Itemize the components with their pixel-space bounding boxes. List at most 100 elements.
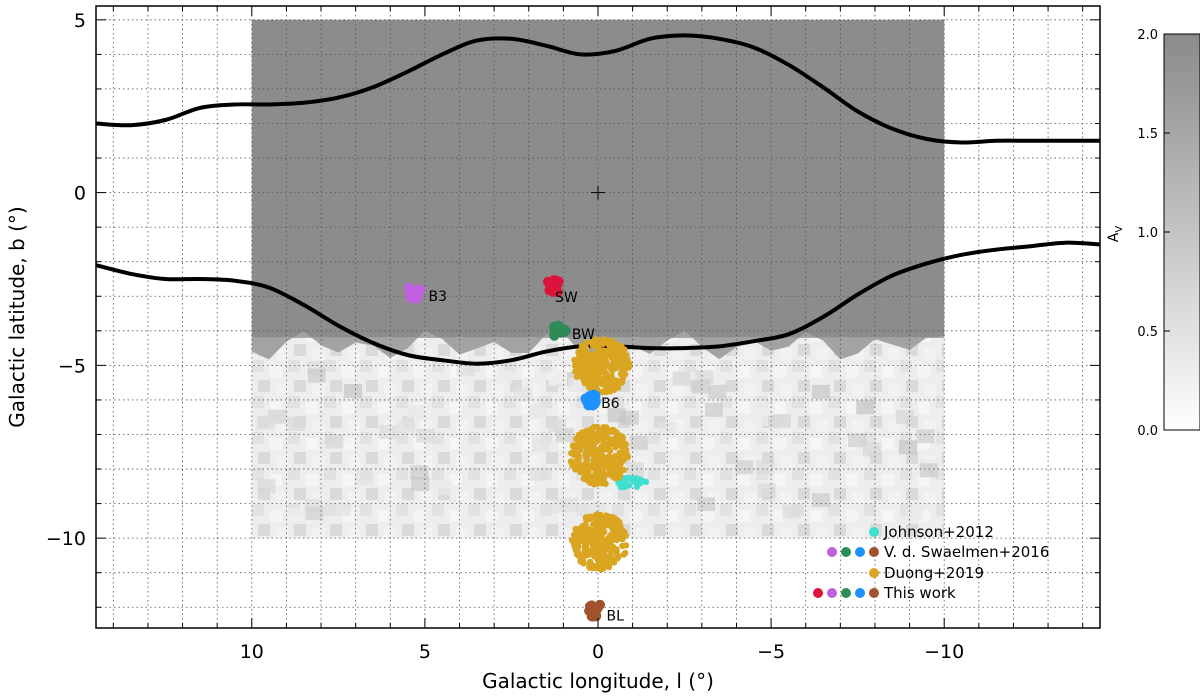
- data-point: [611, 534, 619, 542]
- extinction-map-patch: [561, 512, 579, 527]
- data-point: [613, 432, 621, 439]
- data-point: [594, 377, 601, 384]
- data-point: [606, 454, 613, 462]
- data-point: [602, 561, 609, 568]
- data-point: [587, 513, 595, 520]
- extinction-map-patch: [514, 387, 533, 402]
- data-point: [582, 514, 590, 521]
- extinction-map-patch: [704, 402, 723, 417]
- data-point: [582, 364, 589, 371]
- extinction-map-patch: [494, 370, 513, 385]
- extinction-map-patch: [672, 371, 691, 386]
- extinction-map-patch: [416, 428, 435, 443]
- field-point: [583, 400, 594, 411]
- data-point: [599, 381, 606, 388]
- data-point: [628, 475, 635, 482]
- data-point: [588, 425, 595, 433]
- extinction-map-patch: [607, 408, 626, 423]
- extinction-map-patch: [750, 411, 769, 426]
- data-point: [610, 544, 617, 551]
- field-labels: B3 SW BW B6 BL: [429, 289, 625, 625]
- data-point: [594, 339, 602, 346]
- colorbar-label: AV: [1106, 226, 1125, 243]
- legend-marker: [841, 547, 851, 557]
- legend-marker: [855, 547, 865, 557]
- extinction-map-patch: [257, 479, 276, 494]
- field-point: [588, 609, 599, 620]
- extinction-map-patch: [896, 409, 914, 424]
- data-point: [569, 462, 576, 469]
- x-axis-title: Galactic longitude, l (°): [482, 669, 714, 693]
- data-point: [605, 338, 612, 346]
- data-point: [603, 424, 610, 431]
- extinction-map-patch: [782, 504, 801, 519]
- field-label-bw: BW: [572, 327, 595, 343]
- extinction-map-patch: [862, 442, 881, 457]
- data-point: [610, 383, 617, 390]
- colorbar-label-sub: V: [1114, 226, 1125, 233]
- legend-marker: [869, 588, 879, 598]
- x-tick-label: 5: [419, 641, 431, 663]
- data-point: [623, 352, 630, 359]
- x-tick-label: 10: [240, 641, 264, 663]
- data-point: [582, 451, 589, 459]
- data-point: [598, 517, 605, 524]
- legend-marker: [869, 527, 879, 537]
- data-point: [591, 454, 599, 461]
- data-point: [610, 427, 617, 434]
- extinction-map-patch: [548, 418, 567, 433]
- field-label-bl: BL: [607, 609, 625, 625]
- extinction-map-patch: [410, 465, 429, 480]
- extinction-map-patch: [456, 362, 475, 377]
- field-label-b6: B6: [601, 396, 620, 412]
- extinction-map-patch: [755, 460, 774, 475]
- data-point: [570, 443, 577, 450]
- extinction-map-patch: [626, 462, 644, 477]
- data-point: [589, 342, 597, 349]
- data-point: [622, 440, 629, 447]
- data-point: [618, 379, 625, 386]
- extinction-map-patch: [256, 415, 275, 430]
- data-point: [620, 361, 627, 368]
- data-point: [578, 524, 585, 531]
- legend-entry-label: Johnson+2012: [883, 523, 994, 541]
- y-tick-label: 5: [74, 10, 86, 32]
- extinction-map-patch: [898, 440, 917, 455]
- data-point: [580, 475, 587, 482]
- colorbar-tick-label: 0.5: [1137, 325, 1158, 340]
- data-point: [571, 362, 579, 369]
- extinction-map-patch: [379, 425, 398, 439]
- data-point: [615, 553, 622, 560]
- legend-marker: [827, 547, 837, 557]
- extinction-map-patch: [434, 480, 453, 495]
- data-point: [607, 558, 614, 565]
- data-point: [615, 456, 623, 464]
- extinction-map-patch: [708, 384, 727, 399]
- data-point: [609, 473, 617, 480]
- extinction-map-patch: [629, 435, 648, 450]
- data-point: [583, 552, 590, 559]
- data-point: [605, 538, 613, 546]
- data-point: [573, 545, 580, 552]
- extinction-map-patch: [411, 476, 430, 491]
- data-point: [618, 533, 625, 540]
- legend-marker: [841, 588, 851, 598]
- data-point: [635, 477, 642, 485]
- data-point: [592, 352, 599, 360]
- extinction-map-patch: [811, 384, 830, 399]
- extinction-map-patch: [758, 483, 776, 498]
- data-point: [581, 546, 589, 554]
- data-point: [584, 351, 592, 358]
- extinction-map-patch: [285, 508, 304, 523]
- survey-fields: [403, 275, 650, 622]
- extinction-map-saturated: [251, 19, 945, 338]
- data-point: [595, 556, 602, 563]
- data-point: [608, 372, 615, 380]
- extinction-map-patch: [396, 420, 415, 435]
- data-point: [602, 370, 610, 377]
- colorbar-label-main: A: [1106, 232, 1122, 242]
- x-tick-label: −5: [757, 641, 785, 663]
- field-label-sw: SW: [555, 290, 578, 306]
- colorbar-tick-label: 1.5: [1137, 127, 1158, 142]
- data-point: [577, 372, 584, 379]
